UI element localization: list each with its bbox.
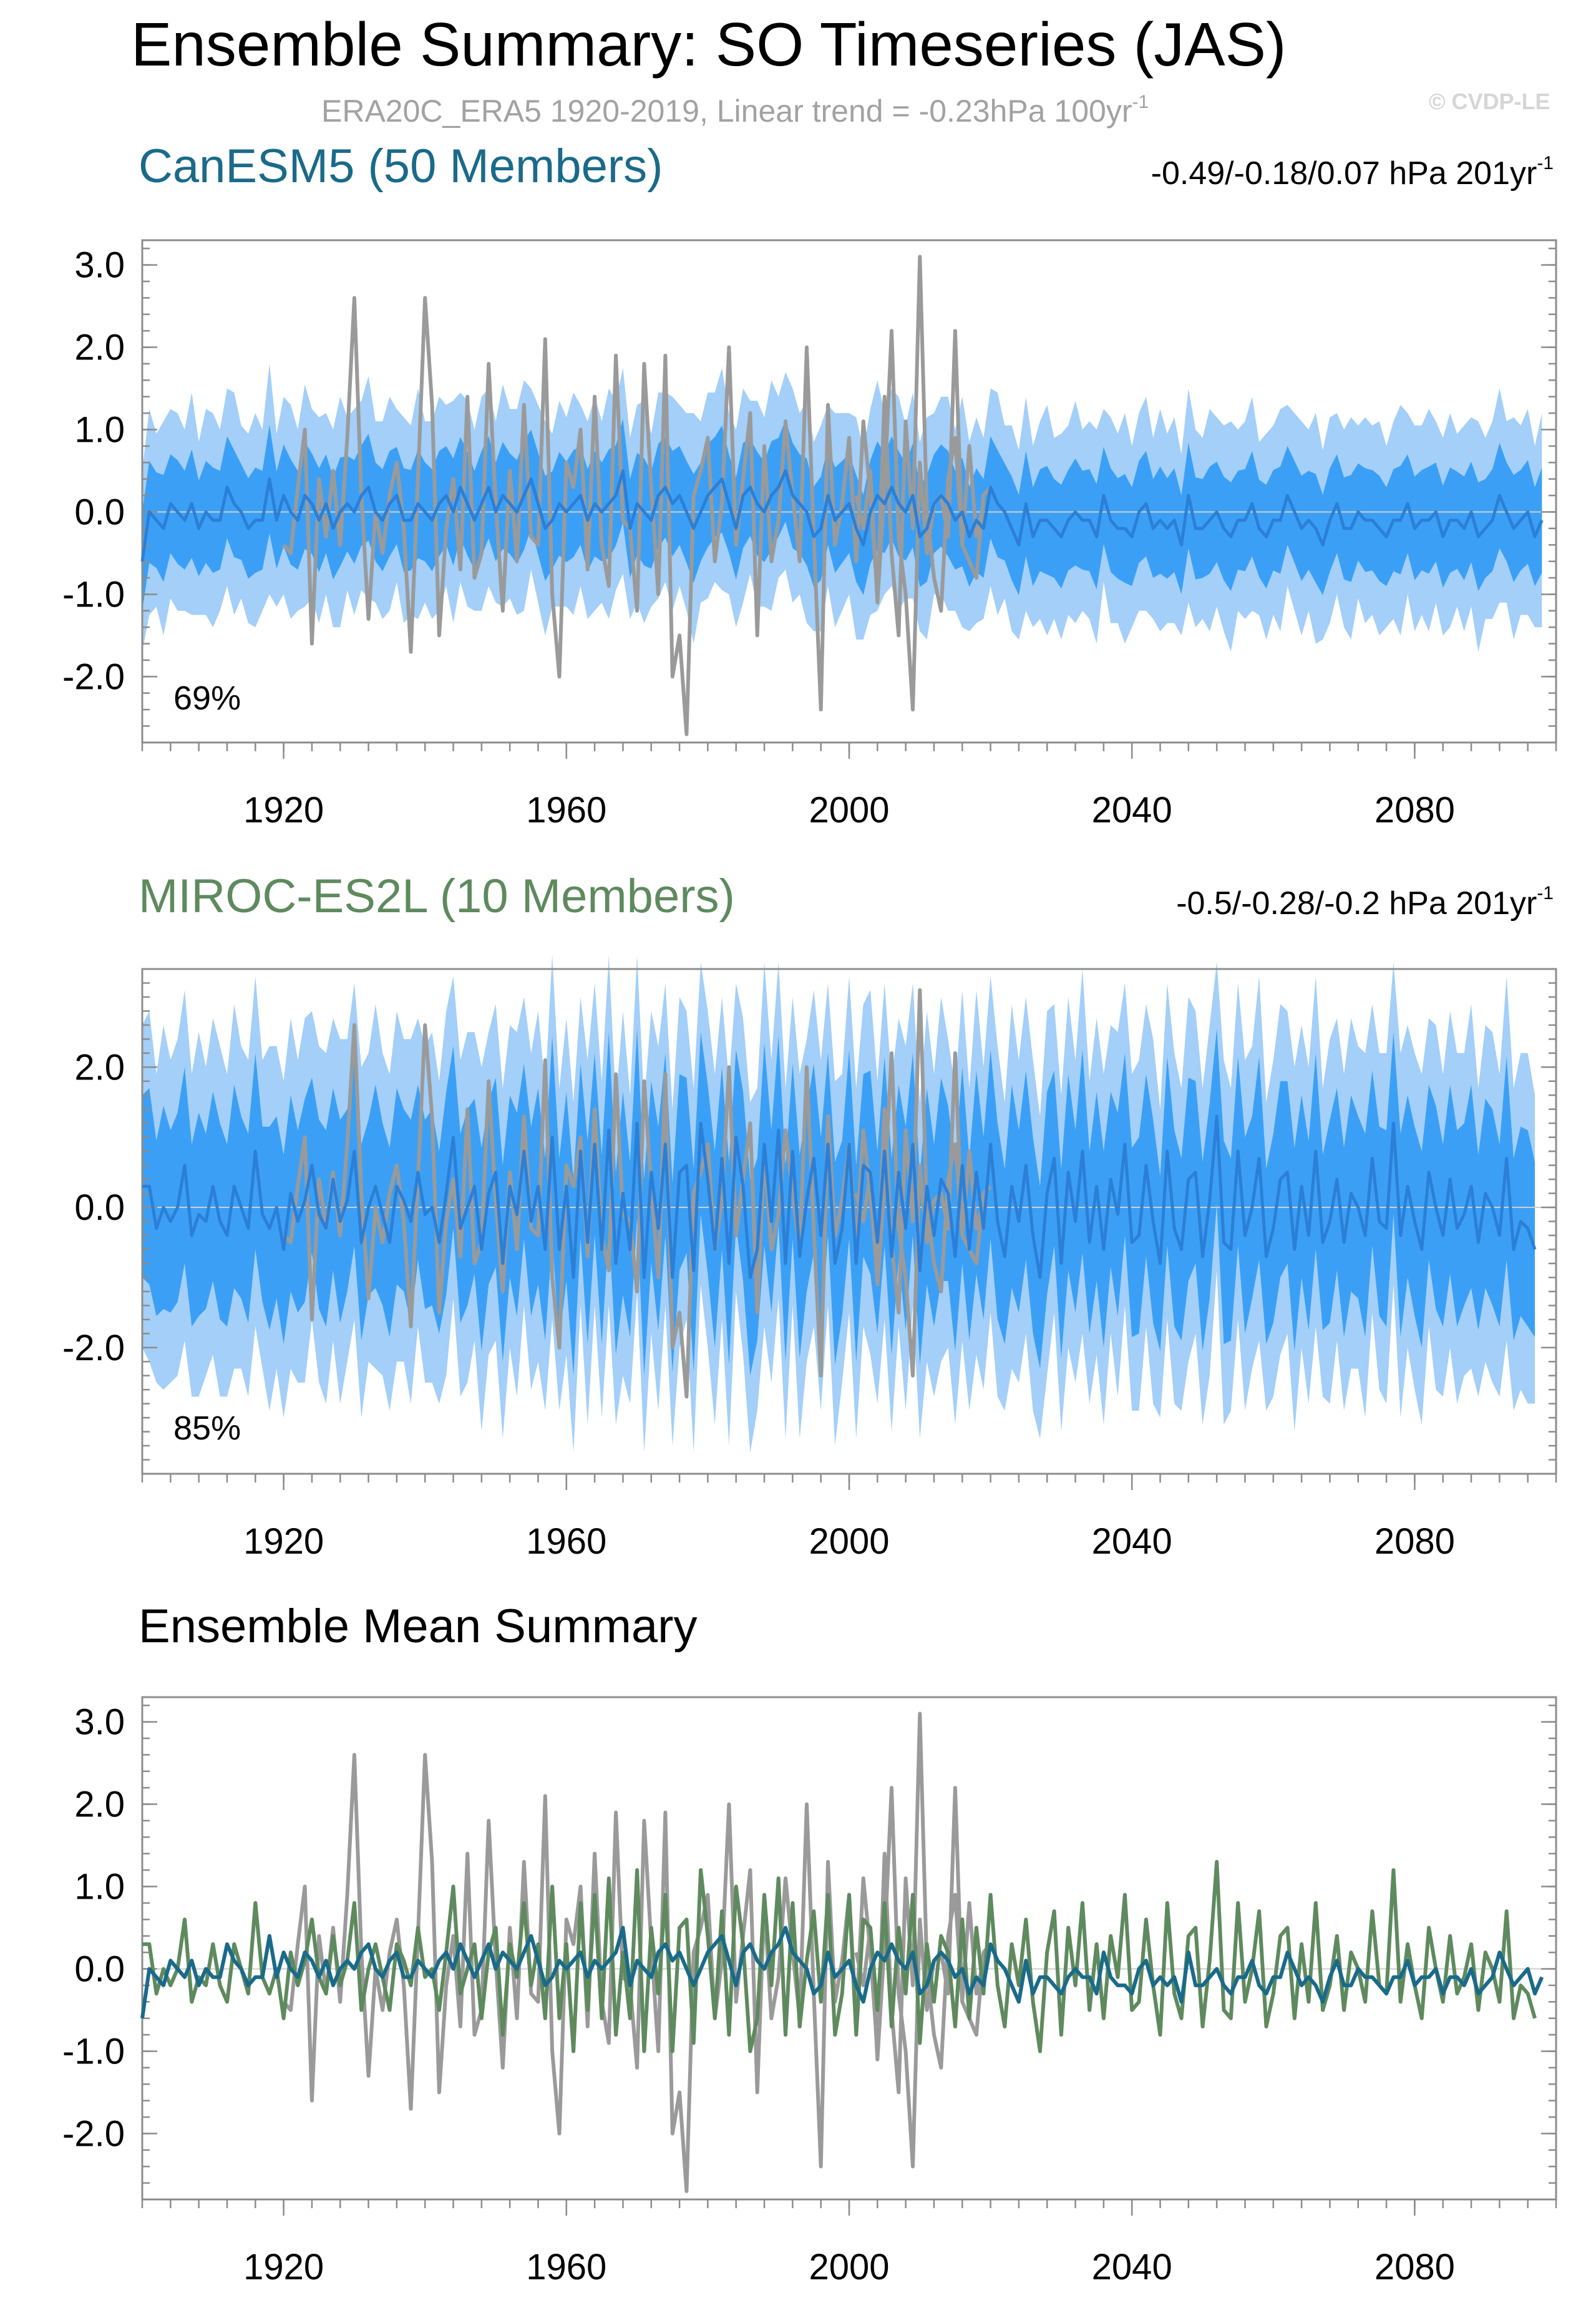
ytick-label-canesm5: -2.0	[62, 656, 125, 697]
miroc-trend-sup: -1	[1537, 883, 1554, 903]
ytick-label-canesm5: 1.0	[74, 410, 125, 450]
ytick-label-miroc: -2.0	[62, 1328, 125, 1368]
canesm5-trend-sup: -1	[1537, 153, 1554, 173]
xtick-label-miroc: 2080	[1375, 1521, 1455, 1562]
miroc-panel: MIROC-ES2L (10 Members) -0.5/-0.28/-0.2 …	[62, 870, 1557, 1562]
xtick-label-ensemble-mean-summary: 2000	[809, 2247, 889, 2287]
xtick-label-miroc: 2040	[1092, 1521, 1172, 1562]
canesm5-plot-area: -2.0 -1.0 0.0 1.0 2.0 3.0 1920 1960 2000 2040 2080	[62, 239, 1557, 830]
ytick-label-canesm5: 0.0	[74, 492, 125, 532]
miroc-trend-text: -0.5/-0.28/-0.2 hPa 201yr	[1176, 885, 1537, 922]
figure-subtitle-text: ERA20C_ERA5 1920-2019, Linear trend = -0…	[321, 94, 1132, 129]
ensemble-mean-title: Ensemble Mean Summary	[139, 1600, 697, 1653]
canesm5-trend: -0.49/-0.18/0.07 hPa 201yr-1	[1151, 153, 1554, 192]
ytick-label-ensemble-mean-summary: -1.0	[62, 2031, 125, 2072]
miroc-percent-label: 85%	[173, 1410, 241, 1447]
xtick-label-canesm5: 2040	[1092, 790, 1172, 830]
figure-subtitle: ERA20C_ERA5 1920-2019, Linear trend = -0…	[321, 92, 1149, 129]
miroc-plot-area: -2.0 0.0 2.0 1920 1960 2000 2040 2080	[62, 955, 1557, 1562]
xtick-label-canesm5: 2080	[1375, 790, 1455, 830]
canesm5-panel: CanESM5 (50 Members) -0.49/-0.18/0.07 hP…	[62, 140, 1557, 830]
copyright-label: © CVDP-LE	[1429, 89, 1550, 114]
ensemble-mean-plot-area: -2.0 -1.0 0.0 1.0 2.0 3.0 1920 1960 2000 2040 2080	[62, 1696, 1557, 2287]
ytick-label-ensemble-mean-summary: 1.0	[74, 1867, 125, 1907]
xtick-label-ensemble-mean-summary: 1920	[243, 2247, 324, 2287]
xtick-label-ensemble-mean-summary: 1960	[526, 2247, 606, 2287]
miroc-trend: -0.5/-0.28/-0.2 hPa 201yr-1	[1176, 883, 1554, 922]
xtick-label-canesm5: 1960	[526, 790, 606, 830]
ytick-label-ensemble-mean-summary: 2.0	[74, 1785, 125, 1825]
ytick-label-canesm5: 2.0	[74, 328, 125, 368]
miroc-mean-line-summary	[142, 1859, 1537, 2053]
figure-title: Ensemble Summary: SO Timeseries (JAS)	[131, 10, 1287, 79]
xtick-label-canesm5: 2000	[809, 790, 889, 830]
xtick-label-miroc: 1960	[526, 1521, 606, 1562]
ytick-label-ensemble-mean-summary: -2.0	[62, 2113, 125, 2154]
ensemble-mean-line-canesm5	[140, 469, 1544, 562]
canesm5-title: CanESM5 (50 Members)	[139, 140, 663, 193]
xtick-label-ensemble-mean-summary: 2040	[1092, 2247, 1172, 2287]
figure-subtitle-sup: -1	[1132, 92, 1149, 112]
miroc-title: MIROC-ES2L (10 Members)	[139, 870, 735, 923]
ytick-label-miroc: 0.0	[74, 1187, 125, 1228]
xtick-label-miroc: 1920	[243, 1521, 324, 1562]
canesm5-mean-line-summary	[140, 1926, 1544, 2019]
xtick-label-miroc: 2000	[809, 1521, 889, 1562]
ensemble-mean-panel: Ensemble Mean Summary -2.0 -1.0 0.0 1.0 2.0 3…	[62, 1600, 1557, 2287]
xtick-label-canesm5: 1920	[243, 790, 324, 830]
ensemble-mean-line-miroc	[142, 1114, 1537, 1279]
ytick-label-ensemble-mean-summary: 0.0	[74, 1949, 125, 1989]
xtick-label-ensemble-mean-summary: 2080	[1375, 2247, 1455, 2287]
ytick-label-ensemble-mean-summary: 3.0	[74, 1702, 125, 1743]
canesm5-trend-text: -0.49/-0.18/0.07 hPa 201yr	[1151, 155, 1537, 192]
obs-line-2-canesm5	[854, 329, 992, 712]
ytick-label-canesm5: -1.0	[62, 574, 125, 615]
ytick-label-miroc: 2.0	[74, 1047, 125, 1088]
canesm5-percent-label: 69%	[173, 679, 241, 717]
obs-line-canesm5	[282, 255, 986, 736]
ytick-label-canesm5: 3.0	[74, 245, 125, 286]
